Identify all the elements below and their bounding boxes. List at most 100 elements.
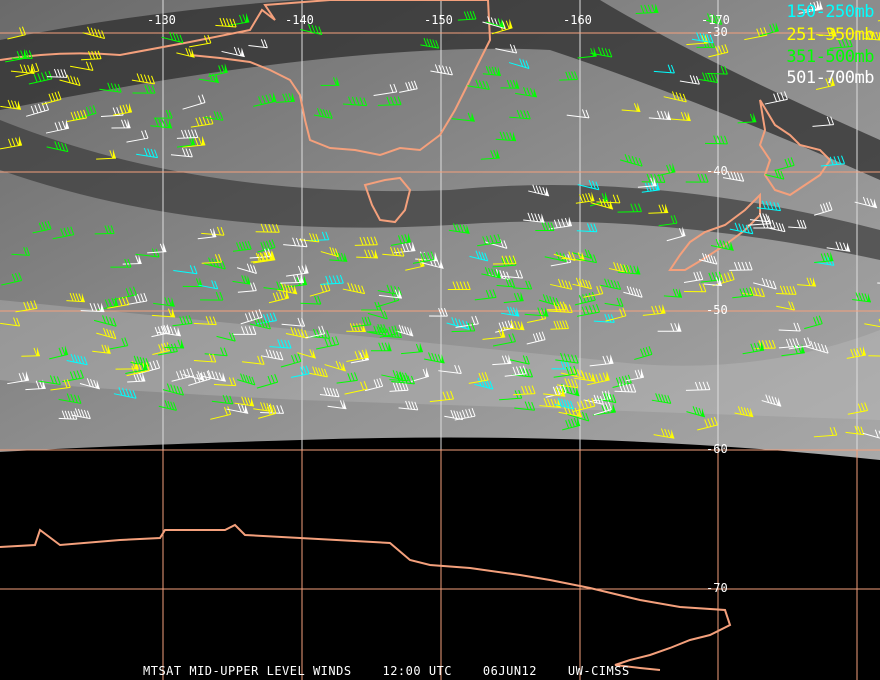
wind-barb — [297, 349, 316, 359]
wind-barb — [420, 37, 440, 49]
wind-barb — [46, 141, 69, 153]
wind-barb — [379, 325, 399, 338]
wind-barb — [373, 83, 398, 97]
wind-barb — [320, 76, 340, 86]
wind-barb — [469, 250, 489, 262]
wind-barb — [732, 287, 754, 299]
coastline-antarctica — [0, 523, 732, 671]
wind-barb — [15, 62, 40, 78]
wind-barb — [94, 225, 115, 235]
wind-barb — [642, 304, 666, 316]
lon-label: -160 — [563, 13, 592, 27]
wind-barb — [253, 92, 277, 107]
wind-barb — [574, 291, 596, 306]
wind-barb — [130, 355, 150, 367]
wind-barb — [305, 325, 326, 339]
wind-barb — [451, 112, 475, 122]
wind-barb — [28, 70, 53, 85]
wind-barb — [182, 135, 206, 148]
wind-barb — [513, 280, 533, 290]
wind-barb — [776, 301, 796, 311]
wind-barb — [197, 227, 217, 240]
wind-barb — [550, 320, 569, 330]
wind-barb — [151, 307, 176, 318]
wind-barb — [11, 246, 31, 256]
wind-barb — [200, 291, 224, 301]
wind-barb — [813, 426, 838, 438]
wind-barb — [566, 109, 590, 119]
wind-barb — [778, 338, 800, 349]
wind-barb — [501, 306, 520, 317]
wind-barb — [754, 339, 776, 350]
wind-barb — [256, 373, 279, 389]
lon-label: -140 — [285, 13, 314, 27]
wind-barb — [352, 316, 372, 328]
wind-barb — [208, 63, 228, 77]
legend-351-500mb: 351-500mb — [786, 47, 874, 67]
wind-barb — [700, 271, 723, 283]
wind-barb — [327, 399, 347, 410]
wind-barb — [576, 303, 600, 317]
wind-barb — [509, 355, 530, 365]
wind-barb — [107, 296, 130, 309]
wind-barb — [496, 278, 516, 288]
wind-barb — [237, 373, 256, 386]
legend-150-250mb: 150-250mb — [786, 2, 874, 22]
wind-barb — [49, 345, 69, 360]
wind-barb — [127, 371, 146, 383]
wind-barb — [390, 232, 412, 246]
wind-barb — [226, 403, 249, 414]
wind-barb — [691, 32, 714, 44]
wind-barb — [342, 96, 368, 107]
wind-barb — [164, 338, 185, 349]
wind-barb — [202, 370, 226, 382]
wind-barb — [683, 271, 704, 283]
wind-barb — [252, 250, 276, 264]
wind-barb — [112, 102, 133, 116]
wind-barb — [589, 354, 614, 367]
wind-barb — [477, 234, 502, 247]
wind-barb — [412, 251, 435, 264]
wind-barb — [788, 337, 812, 350]
wind-barb — [641, 180, 660, 193]
lon-label: -150 — [424, 13, 453, 27]
wind-barb — [193, 316, 217, 326]
wind-barb — [131, 73, 156, 85]
wind-barb — [556, 378, 579, 389]
lat-label: -60 — [706, 442, 728, 456]
wind-barb — [492, 333, 516, 347]
wind-barb — [198, 280, 219, 290]
wind-barb — [852, 292, 872, 303]
wind-barb — [309, 282, 331, 297]
wind-barb — [621, 102, 641, 113]
lat-label: -50 — [706, 303, 728, 317]
wind-barb — [216, 332, 236, 342]
wind-barb — [577, 179, 600, 191]
wind-barb — [703, 276, 723, 287]
wind-barb — [722, 170, 745, 182]
wind-barb — [126, 292, 148, 306]
wind-barb — [495, 131, 517, 142]
wind-barb — [481, 267, 502, 279]
wind-barb — [438, 364, 462, 374]
wind-barb — [448, 223, 470, 234]
wind-barb — [847, 402, 869, 415]
wind-barb — [596, 392, 617, 404]
wind-barb — [173, 265, 198, 275]
wind-barb — [213, 377, 237, 387]
wind-barb — [648, 203, 669, 214]
wind-barb — [553, 365, 578, 378]
wind-barb — [157, 325, 181, 337]
wind-barb — [399, 80, 418, 93]
wind-barb — [1, 272, 23, 286]
wind-barb — [846, 346, 867, 359]
wind-barb — [66, 109, 88, 123]
wind-barb — [21, 346, 40, 357]
wind-barb — [424, 352, 445, 364]
wind-barb — [381, 369, 404, 381]
wind-barb — [820, 155, 845, 167]
wind-barb — [283, 237, 308, 248]
wind-barb — [410, 367, 430, 382]
wind-barb — [575, 253, 598, 264]
wind-barb — [666, 226, 686, 242]
